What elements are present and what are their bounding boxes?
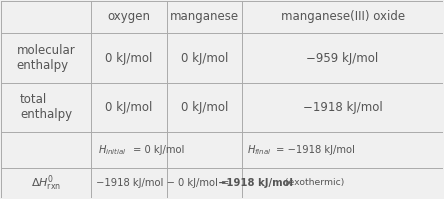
Text: −1918 kJ/mol − 0 kJ/mol =: −1918 kJ/mol − 0 kJ/mol = bbox=[96, 178, 232, 188]
Text: manganese(III) oxide: manganese(III) oxide bbox=[281, 11, 404, 23]
Text: $H_\mathregular{final}$: $H_\mathregular{final}$ bbox=[247, 143, 272, 157]
Text: $\Delta H^0_\mathregular{rxn}$: $\Delta H^0_\mathregular{rxn}$ bbox=[31, 173, 61, 193]
Text: molecular
enthalpy: molecular enthalpy bbox=[17, 44, 75, 72]
Text: −1918 kJ/mol: −1918 kJ/mol bbox=[218, 178, 293, 188]
Text: (exothermic): (exothermic) bbox=[282, 179, 344, 187]
Text: = 0 kJ/mol: = 0 kJ/mol bbox=[133, 145, 184, 155]
Text: = −1918 kJ/mol: = −1918 kJ/mol bbox=[276, 145, 355, 155]
Text: 0 kJ/mol: 0 kJ/mol bbox=[181, 52, 228, 64]
Text: −1918 kJ/mol: −1918 kJ/mol bbox=[303, 101, 382, 114]
Text: total
enthalpy: total enthalpy bbox=[20, 93, 72, 121]
Text: $H_\mathregular{initial}$: $H_\mathregular{initial}$ bbox=[98, 143, 127, 157]
Text: 0 kJ/mol: 0 kJ/mol bbox=[105, 52, 153, 64]
Text: 0 kJ/mol: 0 kJ/mol bbox=[105, 101, 153, 114]
Text: manganese: manganese bbox=[170, 11, 239, 23]
Text: oxygen: oxygen bbox=[107, 11, 151, 23]
Text: 0 kJ/mol: 0 kJ/mol bbox=[181, 101, 228, 114]
Text: −959 kJ/mol: −959 kJ/mol bbox=[306, 52, 379, 64]
